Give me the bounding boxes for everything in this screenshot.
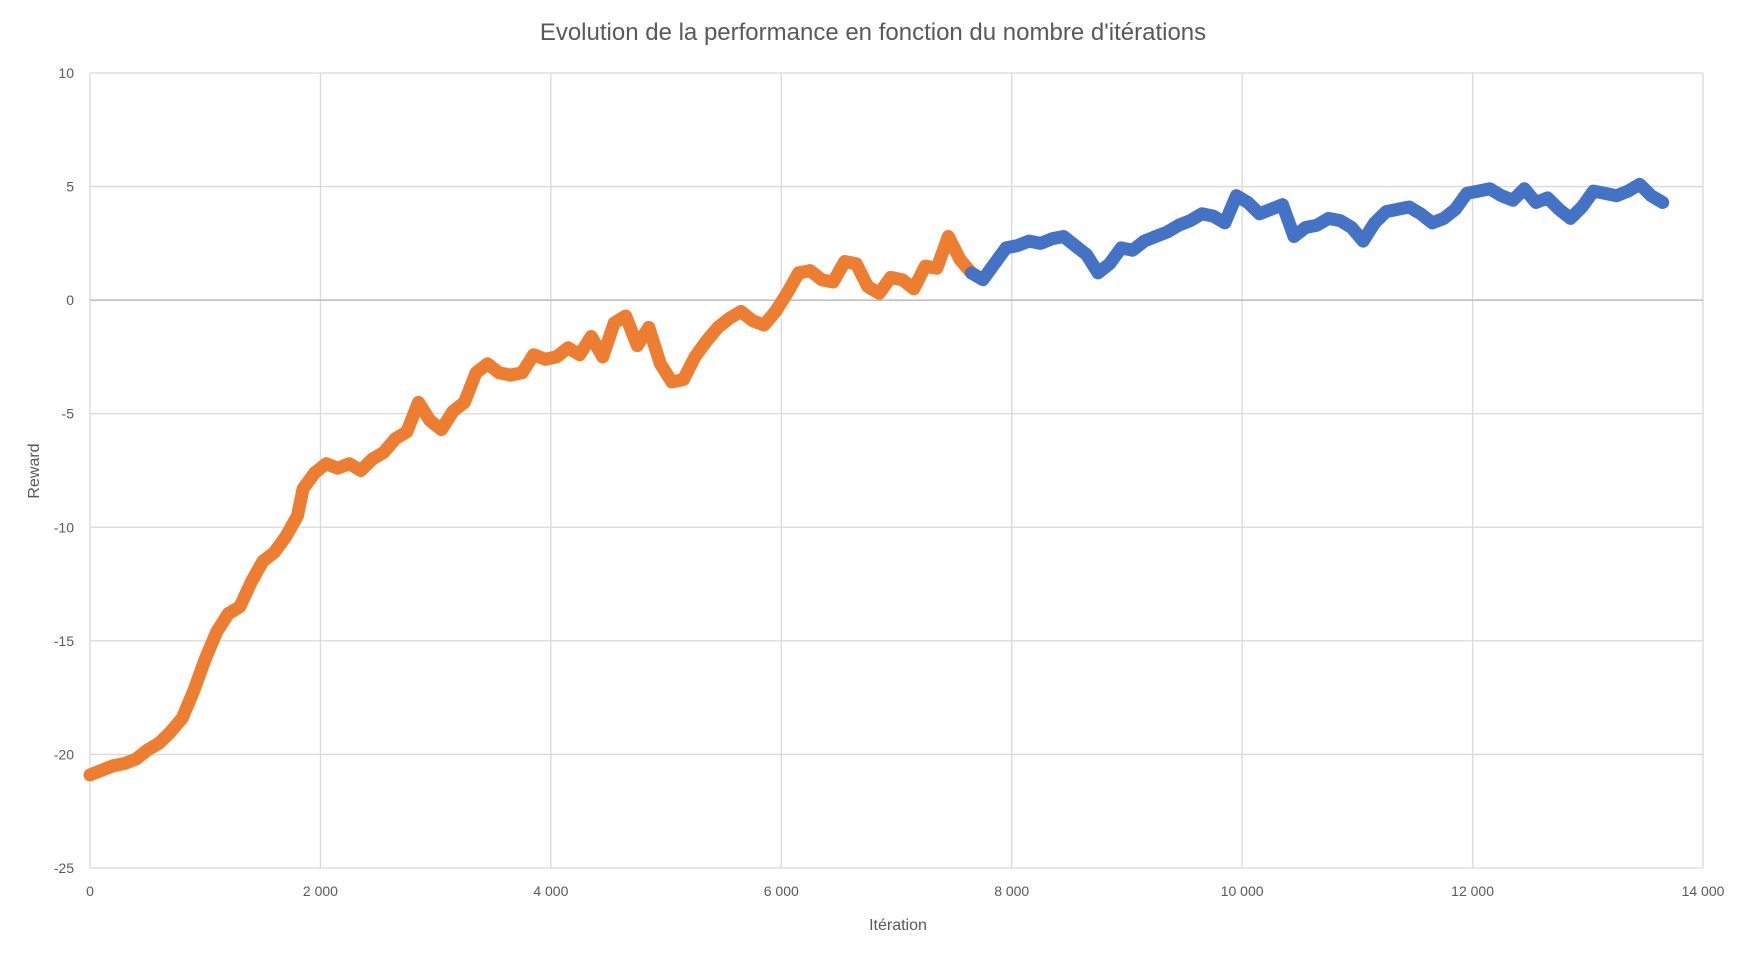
chart-title: Evolution de la performance en fonction … [540, 19, 1206, 46]
x-tick-label: 6 000 [764, 883, 799, 899]
y-tick-label: -20 [54, 746, 74, 762]
series-lines [83, 177, 1670, 782]
y-tick-label: 10 [58, 65, 74, 81]
x-axis-title: Itération [869, 917, 927, 934]
y-tick-label: -5 [62, 406, 75, 422]
y-tick-label: -25 [54, 860, 74, 876]
y-tick-label: 5 [66, 179, 74, 195]
tick-labels: 0 2 000 4 000 6 000 8 000 10 000 12 000 14 000 1… [54, 65, 1725, 899]
x-tick-label: 0 [86, 883, 94, 899]
x-tick-label: 12 000 [1451, 883, 1494, 899]
x-tick-label: 2 000 [303, 883, 338, 899]
series-line-2 [964, 177, 1670, 287]
y-tick-label: -10 [54, 519, 74, 535]
x-tick-label: 4 000 [533, 883, 568, 899]
x-tick-label: 10 000 [1221, 883, 1264, 899]
series-line-1 [83, 230, 978, 782]
y-axis-title: Reward [26, 443, 43, 498]
x-tick-label: 8 000 [994, 883, 1029, 899]
y-tick-label: 0 [66, 292, 74, 308]
y-tick-label: -15 [54, 633, 74, 649]
x-tick-label: 14 000 [1682, 883, 1725, 899]
